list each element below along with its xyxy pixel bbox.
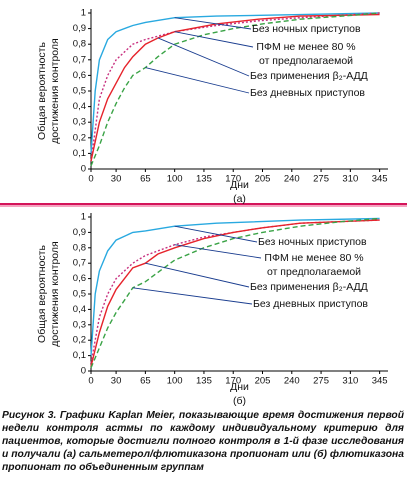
- y-axis-label: Общая вероятность: [36, 42, 48, 140]
- x-tick-label: 310: [342, 174, 358, 185]
- leader-line: [145, 67, 250, 94]
- figure: 00,10,20,30,40,50,60,70,80,910 30 65 100 135…: [0, 8, 407, 406]
- curve: [90, 12, 380, 162]
- legend-label: Без применения β₂-АДД: [250, 281, 368, 293]
- y-tick-label: 0: [81, 366, 86, 377]
- y-tick-label: 0,3: [73, 117, 86, 128]
- y-tick-label: 0,6: [73, 70, 86, 81]
- leader-line: [145, 262, 250, 288]
- y-tick-label: 0,5: [73, 86, 86, 97]
- x-tick-label: 240: [284, 376, 300, 387]
- curve: [90, 13, 380, 162]
- y-tick-label: 0,6: [73, 273, 86, 284]
- x-tick-label: 345: [372, 376, 388, 387]
- y-tick-label: 0,4: [73, 304, 86, 315]
- separator: [0, 205, 407, 207]
- x-tick-label: 0: [88, 376, 93, 387]
- y-tick-label: 0,8: [73, 39, 86, 50]
- y-axis-label: достижения контроля: [49, 241, 61, 346]
- x-tick-label: 310: [342, 376, 358, 387]
- panel-label: (а): [233, 193, 246, 205]
- curve: [90, 219, 380, 367]
- leader-line: [174, 17, 252, 30]
- y-tick-label: 0,1: [73, 148, 86, 159]
- y-tick-label: 0,5: [73, 289, 86, 300]
- curve: [90, 217, 380, 356]
- curve: [90, 12, 380, 154]
- y-tick-label: 1: [81, 212, 86, 223]
- x-tick-label: 100: [167, 174, 183, 185]
- y-tick-label: 0,4: [73, 101, 86, 112]
- caption: Рисунок 3. Графики Kaplan Meier, показыв…: [2, 410, 404, 473]
- y-tick-label: 0,1: [73, 350, 86, 361]
- panel-label: (б): [233, 395, 246, 406]
- leader-line: [174, 225, 258, 243]
- x-tick-label: 30: [111, 174, 122, 185]
- x-tick-label: 275: [313, 174, 329, 185]
- x-tick-label: 170: [225, 376, 241, 387]
- curve: [90, 12, 380, 167]
- x-tick-label: 275: [313, 376, 329, 387]
- x-tick-label: 65: [140, 174, 151, 185]
- legend-label: Без дневных приступов: [253, 298, 369, 310]
- y-tick-label: 0,7: [73, 258, 86, 269]
- curve: [90, 217, 380, 369]
- x-tick-label: 30: [111, 376, 122, 387]
- x-tick-label: 0: [88, 174, 93, 185]
- y-tick-label: 0: [81, 164, 86, 175]
- y-tick-label: 1: [81, 8, 86, 19]
- y-tick-label: 0,3: [73, 319, 86, 330]
- x-axis-label: Дни: [230, 381, 249, 393]
- separator: [0, 203, 407, 205]
- y-tick-label: 0,9: [73, 23, 86, 34]
- y-tick-label: 0,2: [73, 335, 86, 346]
- legend-label: Без дневных приступов: [250, 87, 366, 99]
- y-tick-label: 0,9: [73, 227, 86, 238]
- legend-label: Без ночных приступов: [252, 23, 361, 35]
- legend-label: Без применения β₂-АДД: [250, 70, 368, 82]
- leader-line: [157, 37, 250, 77]
- x-tick-label: 205: [255, 376, 271, 387]
- y-axis-label: достижения контроля: [49, 38, 61, 143]
- x-tick-label: 205: [255, 174, 271, 185]
- legend-label: ПФМ не менее 80 % от предполагаемой: [256, 41, 356, 67]
- x-tick-label: 65: [140, 376, 151, 387]
- y-tick-label: 0,8: [73, 242, 86, 253]
- y-tick-label: 0,7: [73, 54, 86, 65]
- x-tick-label: 170: [225, 174, 241, 185]
- leader-line: [174, 31, 254, 48]
- x-tick-label: 135: [196, 174, 212, 185]
- x-axis-label: Дни: [230, 179, 249, 191]
- leader-line: [132, 287, 253, 305]
- legend-label: Без ночных приступов: [258, 236, 367, 248]
- leader-line: [174, 244, 262, 259]
- y-axis-label: Общая вероятность: [36, 245, 48, 343]
- x-tick-label: 345: [372, 174, 388, 185]
- x-tick-label: 135: [196, 376, 212, 387]
- legend-label: ПФМ не менее 80 % от предполагаемой: [264, 252, 364, 278]
- x-tick-label: 240: [284, 174, 300, 185]
- y-tick-label: 0,2: [73, 132, 86, 143]
- x-tick-label: 100: [167, 376, 183, 387]
